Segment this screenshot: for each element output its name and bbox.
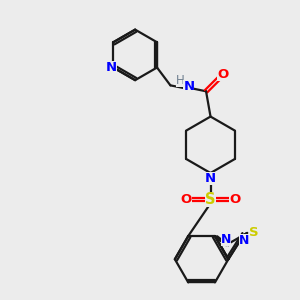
Text: H: H: [176, 74, 184, 87]
Text: O: O: [181, 193, 192, 206]
Text: N: N: [221, 233, 231, 246]
Text: S: S: [205, 192, 216, 207]
Text: O: O: [229, 193, 241, 206]
Text: S: S: [249, 226, 259, 239]
Text: O: O: [218, 68, 229, 82]
Text: N: N: [205, 172, 216, 185]
Text: N: N: [183, 80, 194, 93]
Text: N: N: [238, 234, 249, 247]
Text: N: N: [106, 61, 117, 74]
